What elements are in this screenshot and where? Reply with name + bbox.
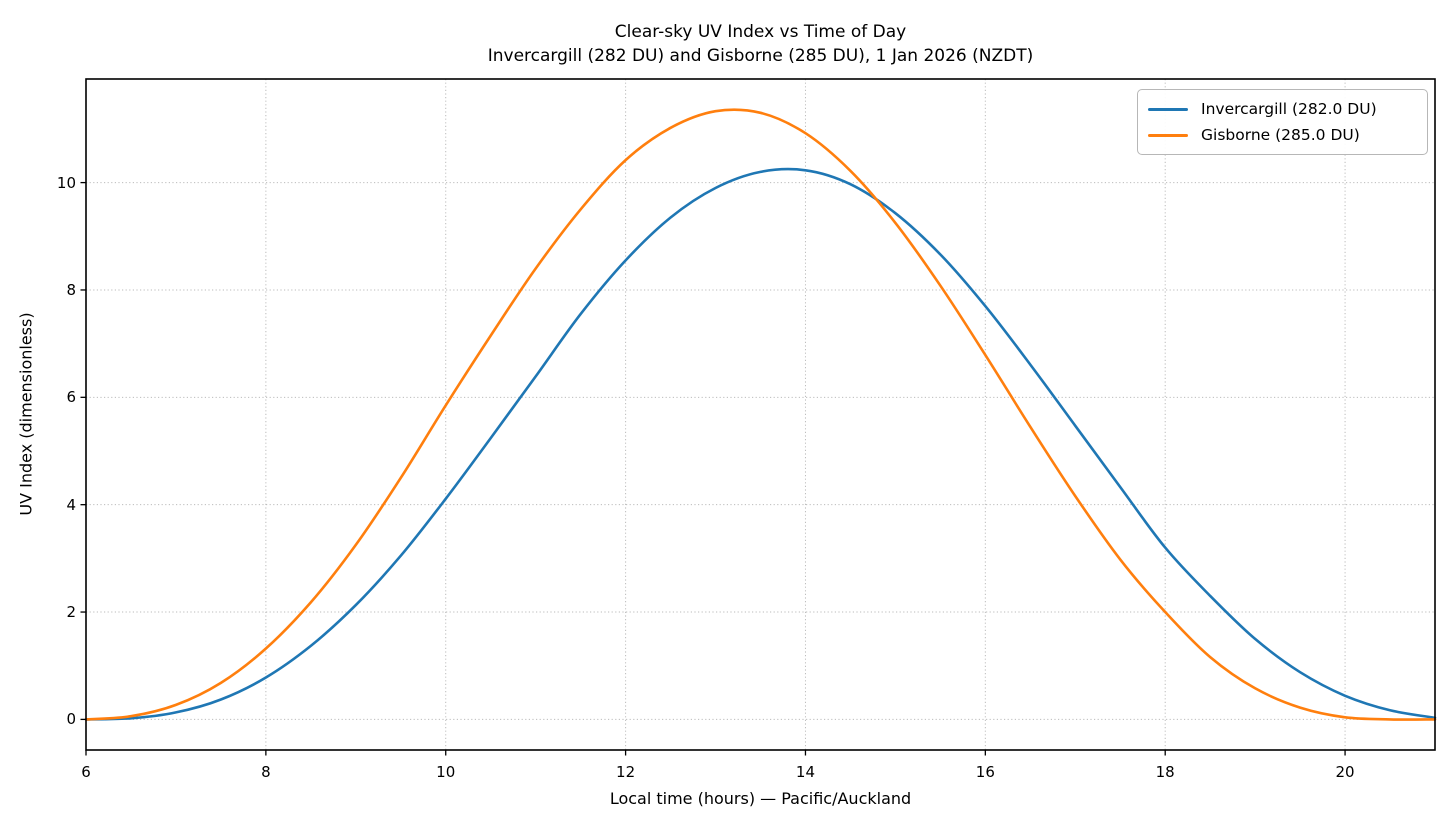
legend-line-sample-invercargill <box>1148 107 1188 111</box>
y-tick-label: 4 <box>66 495 76 514</box>
x-tick-label: 18 <box>1155 763 1175 781</box>
legend-label: Invercargill (282.0 DU) <box>1201 100 1377 118</box>
x-axis-label: Local time (hours) — Pacific/Auckland <box>609 789 912 808</box>
y-tick-label: 0 <box>66 710 76 729</box>
y-tick-label: 6 <box>66 388 76 407</box>
y-tick-label: 8 <box>66 280 76 299</box>
title-block: Clear-sky UV Index vs Time of Day Inverc… <box>86 20 1435 68</box>
y-tick-label: 10 <box>56 173 76 192</box>
plot-frame <box>85 78 1436 751</box>
x-tick-label: 14 <box>795 763 815 781</box>
legend-entry-gisborne: Gisborne (285.0 DU) <box>1148 122 1417 148</box>
x-tick-label: 16 <box>975 763 995 781</box>
x-tick-label: 6 <box>81 763 91 781</box>
chart-subtitle: Invercargill (282 DU) and Gisborne (285 … <box>487 46 1034 66</box>
y-tick-label: 2 <box>66 603 76 622</box>
x-tick-label: 12 <box>616 763 636 781</box>
legend-entry-invercargill: Invercargill (282.0 DU) <box>1148 96 1417 122</box>
series-line-gisborne <box>84 108 1437 721</box>
legend-label: Gisborne (285.0 DU) <box>1201 126 1360 144</box>
legend-line-sample-gisborne <box>1148 133 1188 137</box>
legend: Invercargill (282.0 DU) Gisborne (285.0 … <box>1137 89 1428 155</box>
x-tick-label: 20 <box>1335 763 1355 781</box>
x-tick-label: 10 <box>436 763 456 781</box>
y-axis-label: UV Index (dimensionless) <box>16 312 36 516</box>
chart-title: Clear-sky UV Index vs Time of Day <box>614 22 907 42</box>
x-tick-label: 8 <box>261 763 271 781</box>
series-line-invercargill <box>84 167 1437 721</box>
